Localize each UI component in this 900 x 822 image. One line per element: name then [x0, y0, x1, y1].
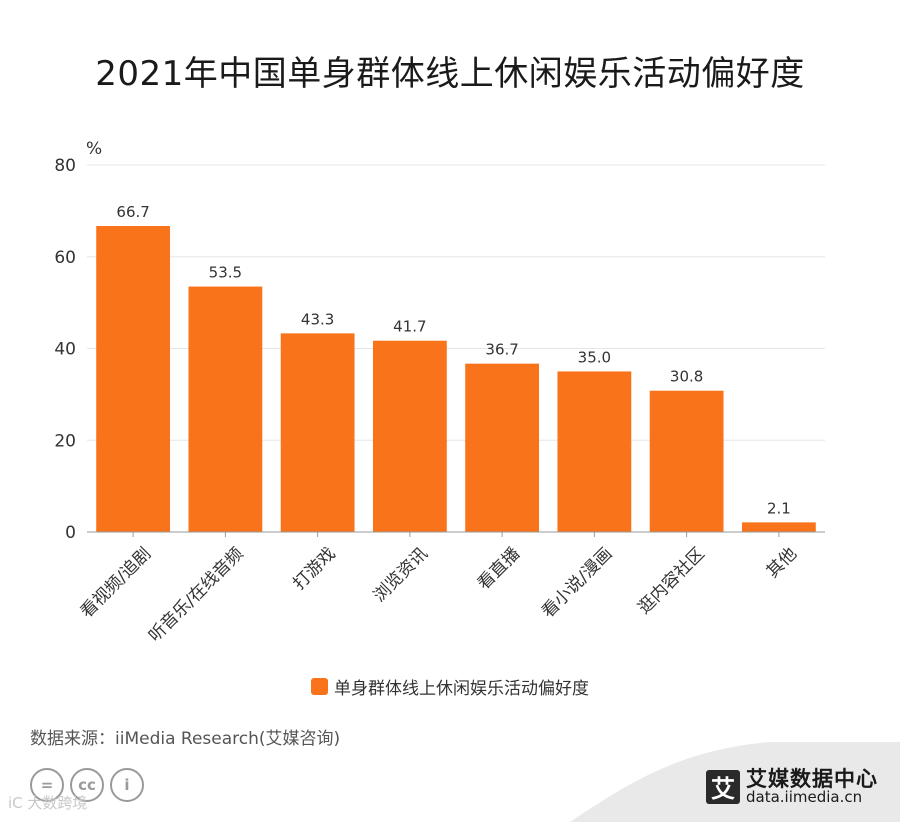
x-tick-label: 逛内容社区 [634, 544, 708, 618]
data-label: 43.3 [301, 310, 334, 328]
bar [280, 333, 355, 532]
data-label: 41.7 [393, 318, 426, 336]
legend: 单身群体线上休闲娱乐活动偏好度 [0, 674, 900, 699]
watermark: iC 大数跨境 [8, 794, 88, 812]
y-tick-label: 60 [54, 248, 76, 268]
data-label: 36.7 [485, 341, 518, 359]
no-derivatives-icon: = [30, 768, 64, 802]
bars [96, 226, 816, 533]
data-label: 35.0 [578, 348, 611, 366]
x-tick-label: 打游戏 [289, 544, 339, 594]
bar [96, 226, 171, 533]
y-axis-ticks: 0 20 40 60 80 [54, 156, 76, 543]
bar [557, 371, 632, 532]
brand-block: 艾 艾媒数据中心 data.iimedia.cn [706, 768, 878, 806]
bar [741, 522, 816, 532]
x-tick-label: 浏览资讯 [370, 544, 432, 606]
y-tick-label: 80 [54, 156, 76, 176]
data-source: 数据来源：iiMedia Research(艾媒咨询) [30, 729, 341, 749]
y-tick-label: 0 [65, 523, 76, 543]
legend-swatch [311, 678, 328, 695]
y-tick-label: 20 [54, 431, 76, 451]
x-tick-label: 看视频/追剧 [77, 544, 155, 622]
bar [649, 390, 724, 532]
brand-name: 艾媒数据中心 [746, 767, 878, 791]
bar [188, 286, 263, 532]
attribution-icon: i [110, 768, 144, 802]
chart-title: 2021年中国单身群体线上休闲娱乐活动偏好度 [95, 54, 805, 94]
data-labels: 66.7 53.5 43.3 41.7 36.7 35.0 30.8 2.1 [116, 203, 790, 517]
x-tick-label: 看直播 [474, 544, 524, 594]
data-label: 53.5 [209, 264, 242, 282]
license-icons: = cc i [30, 768, 144, 802]
bar [372, 340, 447, 532]
x-tick-label: 听音乐/在线音频 [145, 544, 247, 646]
brand-logo-icon: 艾 [706, 769, 740, 804]
data-label: 30.8 [670, 368, 703, 386]
data-label: 66.7 [116, 203, 149, 221]
bar [465, 363, 540, 532]
x-tick-label: 看小说/漫画 [538, 544, 616, 622]
y-axis-unit: % [86, 139, 102, 159]
bar-chart: % 0 20 40 60 80 66.7 53.5 43.3 41.7 36.7 35.0 30.8… [54, 139, 825, 646]
brand-url: data.iimedia.cn [746, 788, 863, 807]
legend-label: 单身群体线上休闲娱乐活动偏好度 [334, 679, 589, 699]
data-label: 2.1 [767, 499, 791, 517]
creative-commons-icon: cc [70, 768, 104, 802]
y-tick-label: 40 [54, 340, 76, 360]
x-tick-label: 其他 [763, 544, 801, 582]
